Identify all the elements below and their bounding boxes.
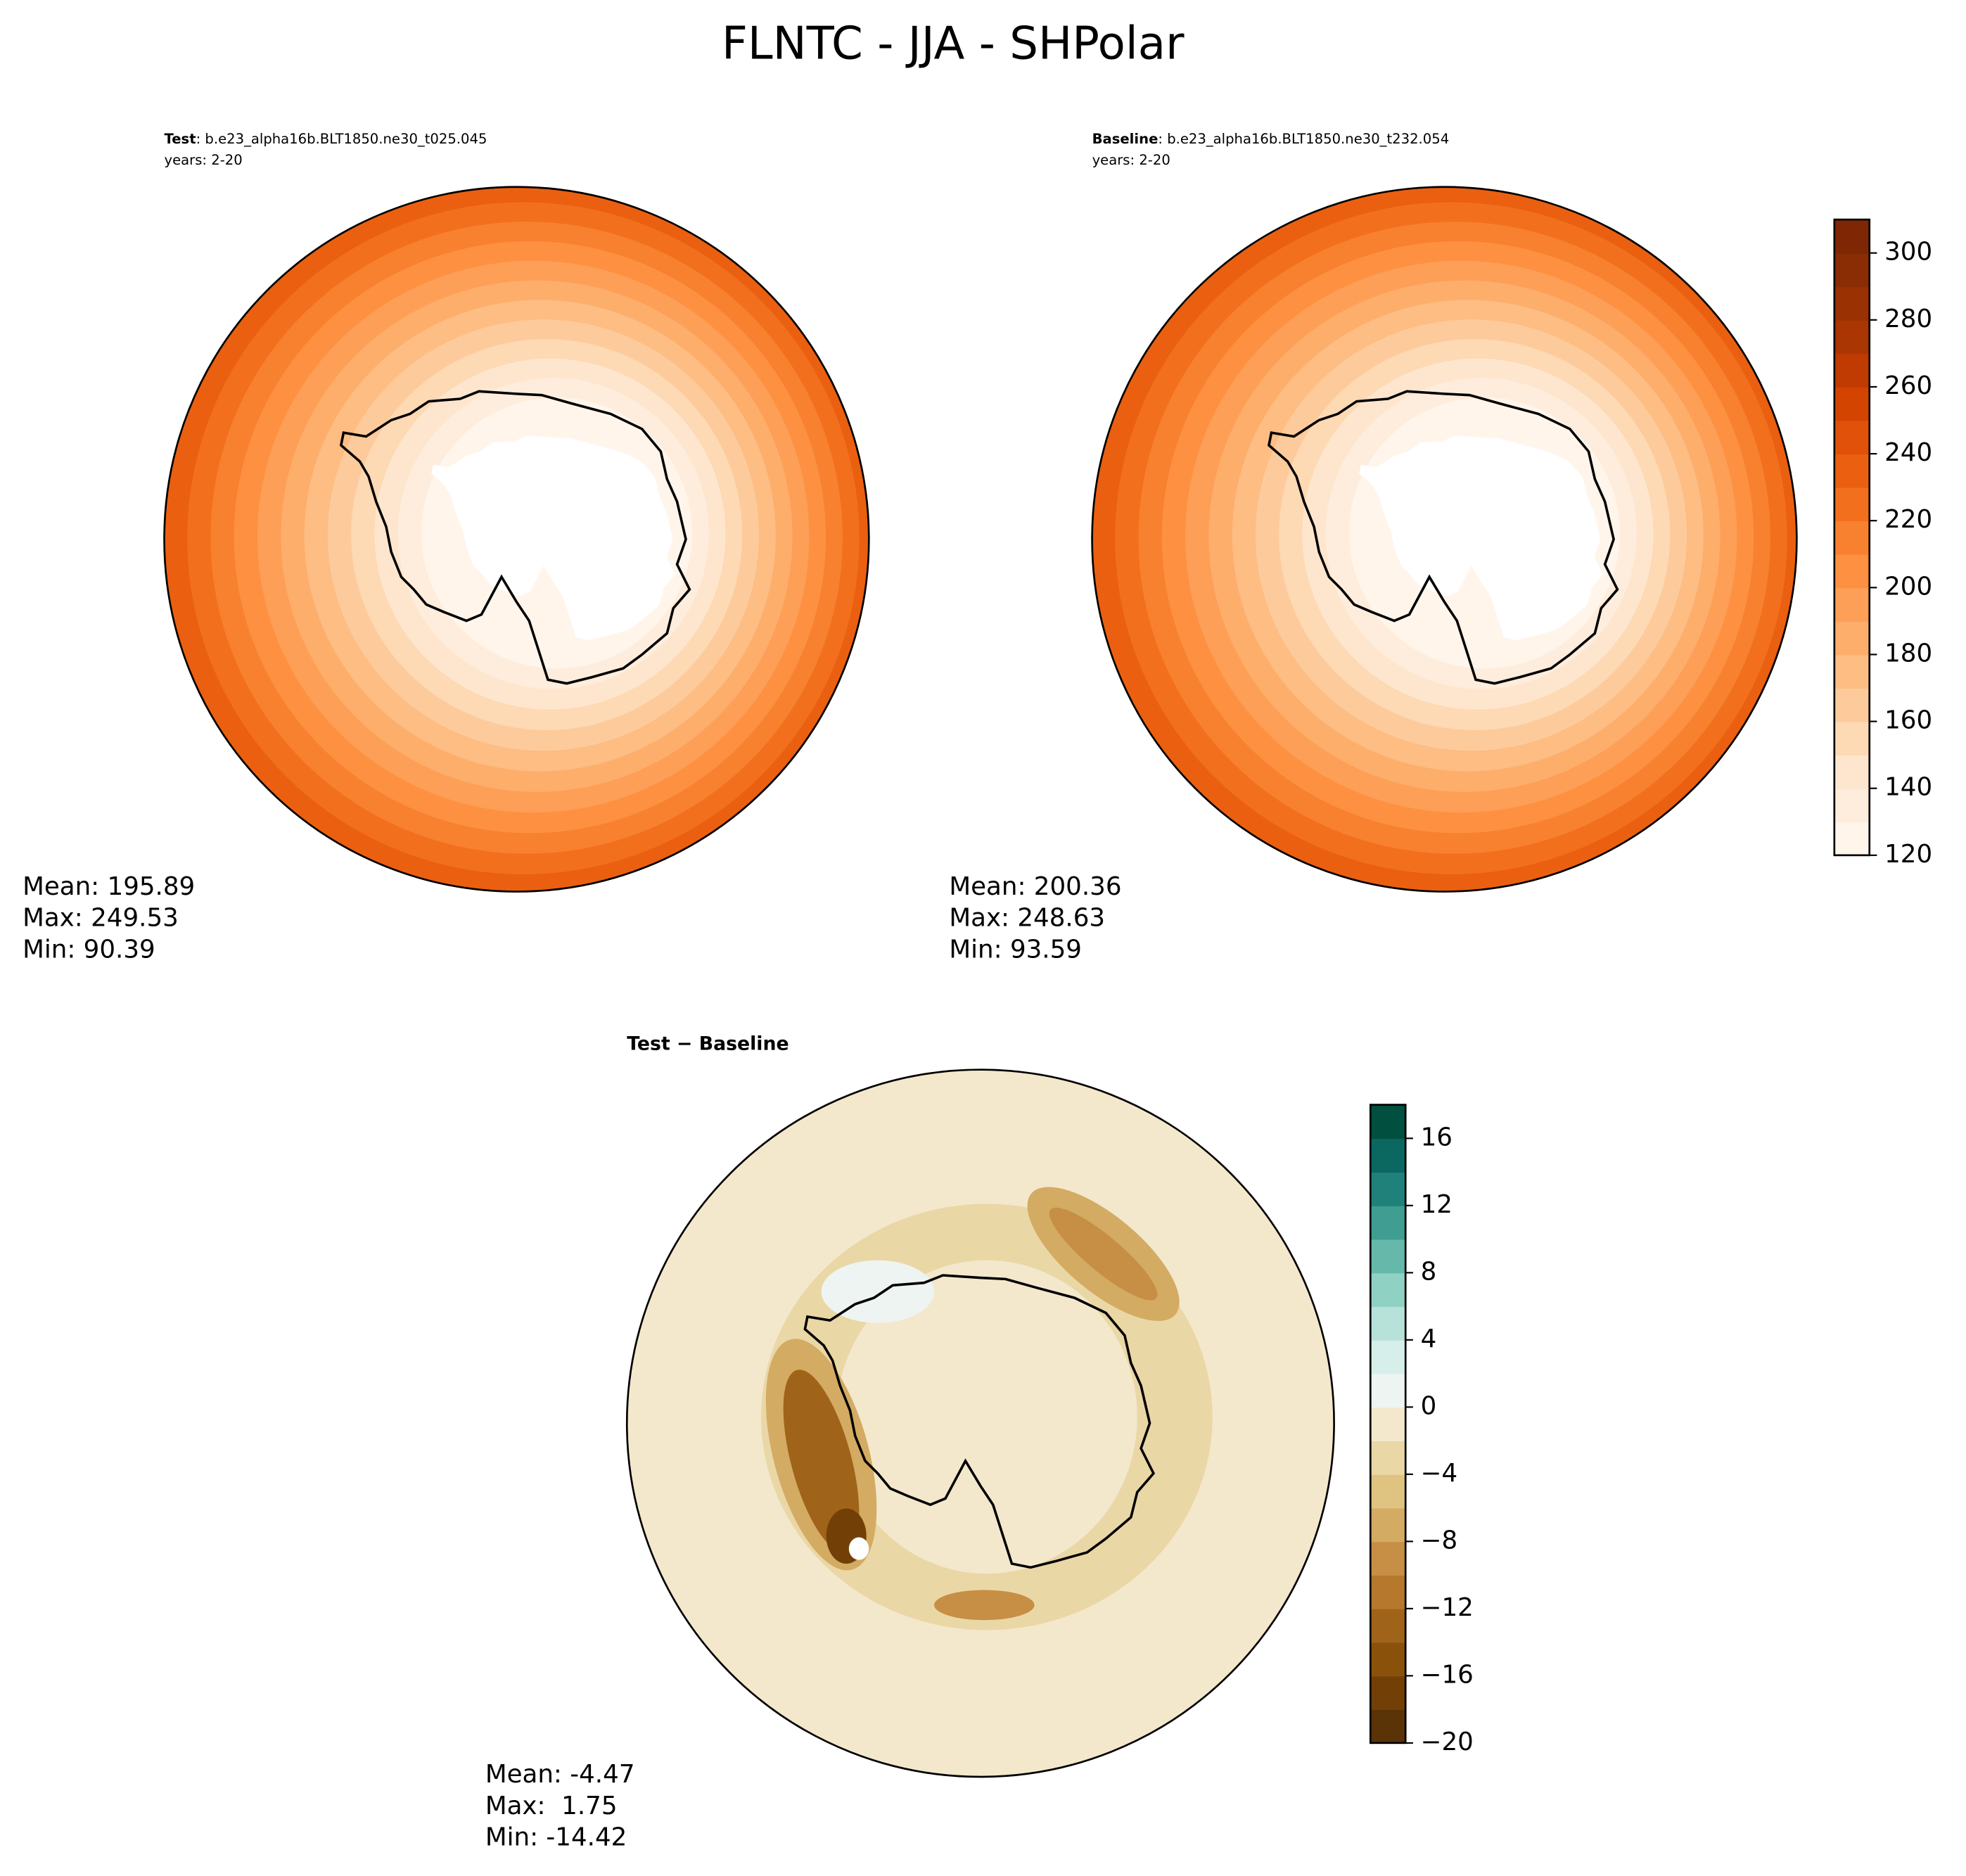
- colorbar-band: [1370, 1239, 1406, 1274]
- colorbar-band: [1370, 1507, 1406, 1543]
- colorbar-tick-label: 200: [1884, 572, 1932, 601]
- stat: Max: 248.63: [949, 904, 1105, 933]
- colorbar-tick-label: −8: [1421, 1526, 1458, 1555]
- stat: Max: 1.75: [485, 1792, 618, 1820]
- colorbar-band: [1834, 688, 1870, 722]
- colorbar-band: [1834, 454, 1870, 488]
- map-contour: [848, 1537, 869, 1560]
- colorbar-tick-label: 12: [1421, 1190, 1453, 1219]
- map-contour: [1049, 1207, 1158, 1301]
- panel-label-rest: : b.e23_alpha16b.BLT1850.ne30_t025.045: [196, 131, 487, 147]
- stat: Mean: 195.89: [23, 872, 195, 901]
- panel-years: years: 2-20: [165, 152, 243, 168]
- colorbar-band: [1370, 1205, 1406, 1240]
- colorbar-band: [1834, 353, 1870, 388]
- colorbar-tick-label: −20: [1421, 1728, 1474, 1756]
- panel-label-rest: : b.e23_alpha16b.BLT1850.ne30_t232.054: [1158, 131, 1449, 147]
- colorbar-band: [1834, 253, 1870, 288]
- colorbar-band: [1370, 1172, 1406, 1206]
- colorbar-band: [1370, 1272, 1406, 1307]
- colorbar-tick-label: 260: [1884, 371, 1932, 400]
- colorbar-band: [1834, 286, 1870, 321]
- stat: Mean: 200.36: [949, 872, 1121, 901]
- map-contour: [821, 1260, 934, 1323]
- map: [1092, 186, 1797, 892]
- panel-label: Test: b.e23_alpha16b.BLT1850.ne30_t025.0…: [165, 131, 487, 147]
- colorbar-band: [1834, 755, 1870, 789]
- colorbar-frame: [1833, 218, 1871, 857]
- colorbar-tick-label: 240: [1884, 438, 1932, 467]
- colorbar-band: [1370, 1441, 1406, 1475]
- map-frame: [1091, 186, 1798, 893]
- panel-label: Baseline: b.e23_alpha16b.BLT1850.ne30_t2…: [1092, 131, 1450, 147]
- colorbar-band: [1834, 822, 1870, 856]
- colorbar-band: [1834, 487, 1870, 522]
- stat: Min: 93.59: [949, 935, 1082, 964]
- colorbar-tick-label: 300: [1884, 238, 1932, 267]
- colorbar-band: [1370, 1306, 1406, 1341]
- colorbar-tick-label: 140: [1884, 773, 1932, 802]
- map: [164, 186, 869, 892]
- figure-title: FLNTC - JJA - SHPolar: [722, 18, 1185, 70]
- colorbar-band: [1834, 521, 1870, 555]
- panel-years: years: 2-20: [1092, 152, 1170, 168]
- colorbar-tick-label: −16: [1421, 1660, 1474, 1689]
- colorbar-band: [1370, 1642, 1406, 1677]
- map-frame: [625, 1068, 1335, 1778]
- colorbar-band: [1370, 1474, 1406, 1509]
- stat: Min: -14.42: [485, 1823, 627, 1851]
- panel-title: Test − Baseline: [627, 1033, 789, 1055]
- map-contour: [783, 1370, 860, 1552]
- map: [627, 1069, 1334, 1778]
- colorbar-tick-label: 180: [1884, 639, 1932, 668]
- colorbar-band: [1370, 1373, 1406, 1408]
- colorbar-band: [1370, 1676, 1406, 1711]
- colorbar-band: [1834, 654, 1870, 689]
- colorbar-tick-label: 0: [1421, 1391, 1437, 1420]
- colorbar-frame: [1369, 1104, 1407, 1744]
- colorbar-tick-label: 280: [1884, 305, 1932, 333]
- colorbar-band: [1834, 620, 1870, 656]
- colorbar-band: [1370, 1407, 1406, 1441]
- colorbar-tick-label: 220: [1884, 505, 1932, 534]
- colorbar-tick-label: −12: [1421, 1593, 1474, 1622]
- colorbar-band: [1834, 386, 1870, 421]
- map-contour: [933, 1590, 1035, 1621]
- colorbar-tick-label: 8: [1421, 1257, 1437, 1286]
- colorbar-band: [1834, 721, 1870, 756]
- colorbar-tick-label: 160: [1884, 706, 1932, 735]
- colorbar-band: [1370, 1339, 1406, 1374]
- panel-label-bold: Baseline: [1092, 131, 1158, 147]
- colorbar-band: [1370, 1575, 1406, 1609]
- colorbar-band: [1370, 1541, 1406, 1576]
- colorbar-band: [1370, 1138, 1406, 1173]
- colorbar-tick-label: −4: [1421, 1459, 1458, 1488]
- map-frame: [163, 186, 870, 893]
- map-contour: [836, 1260, 1137, 1574]
- panel-label-bold: Test: [165, 131, 196, 147]
- colorbar-tick-label: 120: [1884, 840, 1932, 869]
- colorbar-band: [1370, 1608, 1406, 1643]
- stat: Max: 249.53: [23, 904, 179, 933]
- colorbar-tick-label: 16: [1421, 1123, 1453, 1151]
- colorbar-tick-label: 4: [1421, 1325, 1437, 1353]
- colorbar-band: [1834, 319, 1870, 355]
- colorbar-band: [1834, 420, 1870, 454]
- colorbar-band: [1834, 219, 1870, 254]
- colorbar-band: [1834, 788, 1870, 823]
- colorbar-band: [1370, 1709, 1406, 1744]
- colorbar-band: [1370, 1104, 1406, 1140]
- stat: Mean: -4.47: [485, 1760, 635, 1789]
- colorbar-band: [1834, 554, 1870, 589]
- colorbar-band: [1834, 587, 1870, 622]
- stat: Min: 90.39: [23, 935, 155, 964]
